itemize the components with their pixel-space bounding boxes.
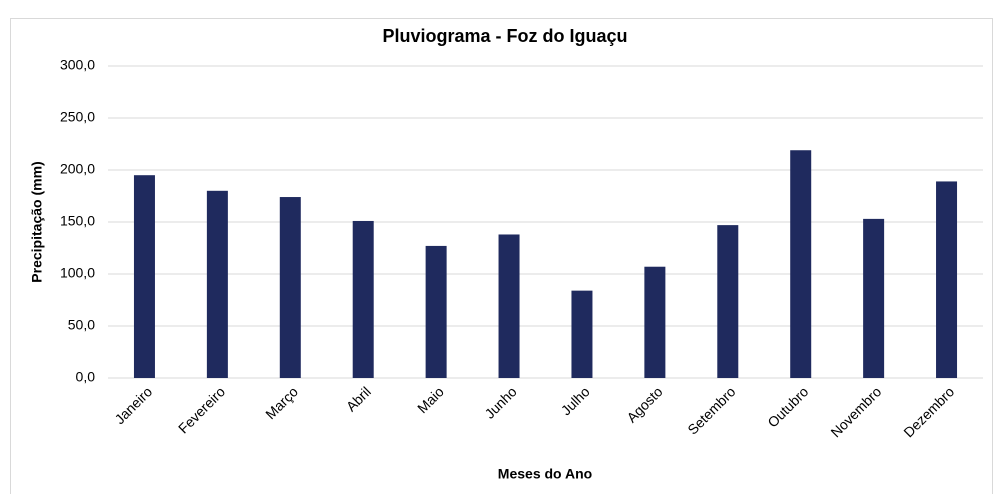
- bar: [717, 225, 739, 378]
- y-tick-label: 150,0: [60, 213, 95, 229]
- bar: [352, 220, 374, 378]
- x-axis-label: Meses do Ano: [498, 466, 592, 482]
- y-axis-label: Precipitação (mm): [29, 161, 45, 282]
- bar: [498, 234, 520, 378]
- y-tick-label: 250,0: [60, 109, 95, 125]
- chart-title: Pluviograma - Foz do Iguaçu: [382, 26, 627, 46]
- y-tick-label: 300,0: [60, 57, 95, 73]
- bar: [133, 175, 155, 378]
- bar: [571, 290, 593, 378]
- bar: [279, 197, 301, 378]
- bar: [863, 218, 885, 378]
- y-tick-label: 50,0: [68, 317, 95, 333]
- y-tick-label: 200,0: [60, 161, 95, 177]
- y-tick-label: 0,0: [76, 369, 96, 385]
- bar: [206, 190, 228, 378]
- bar: [790, 150, 812, 378]
- bar: [936, 181, 958, 378]
- bar: [644, 266, 666, 378]
- bar: [425, 245, 447, 378]
- y-tick-label: 100,0: [60, 265, 95, 281]
